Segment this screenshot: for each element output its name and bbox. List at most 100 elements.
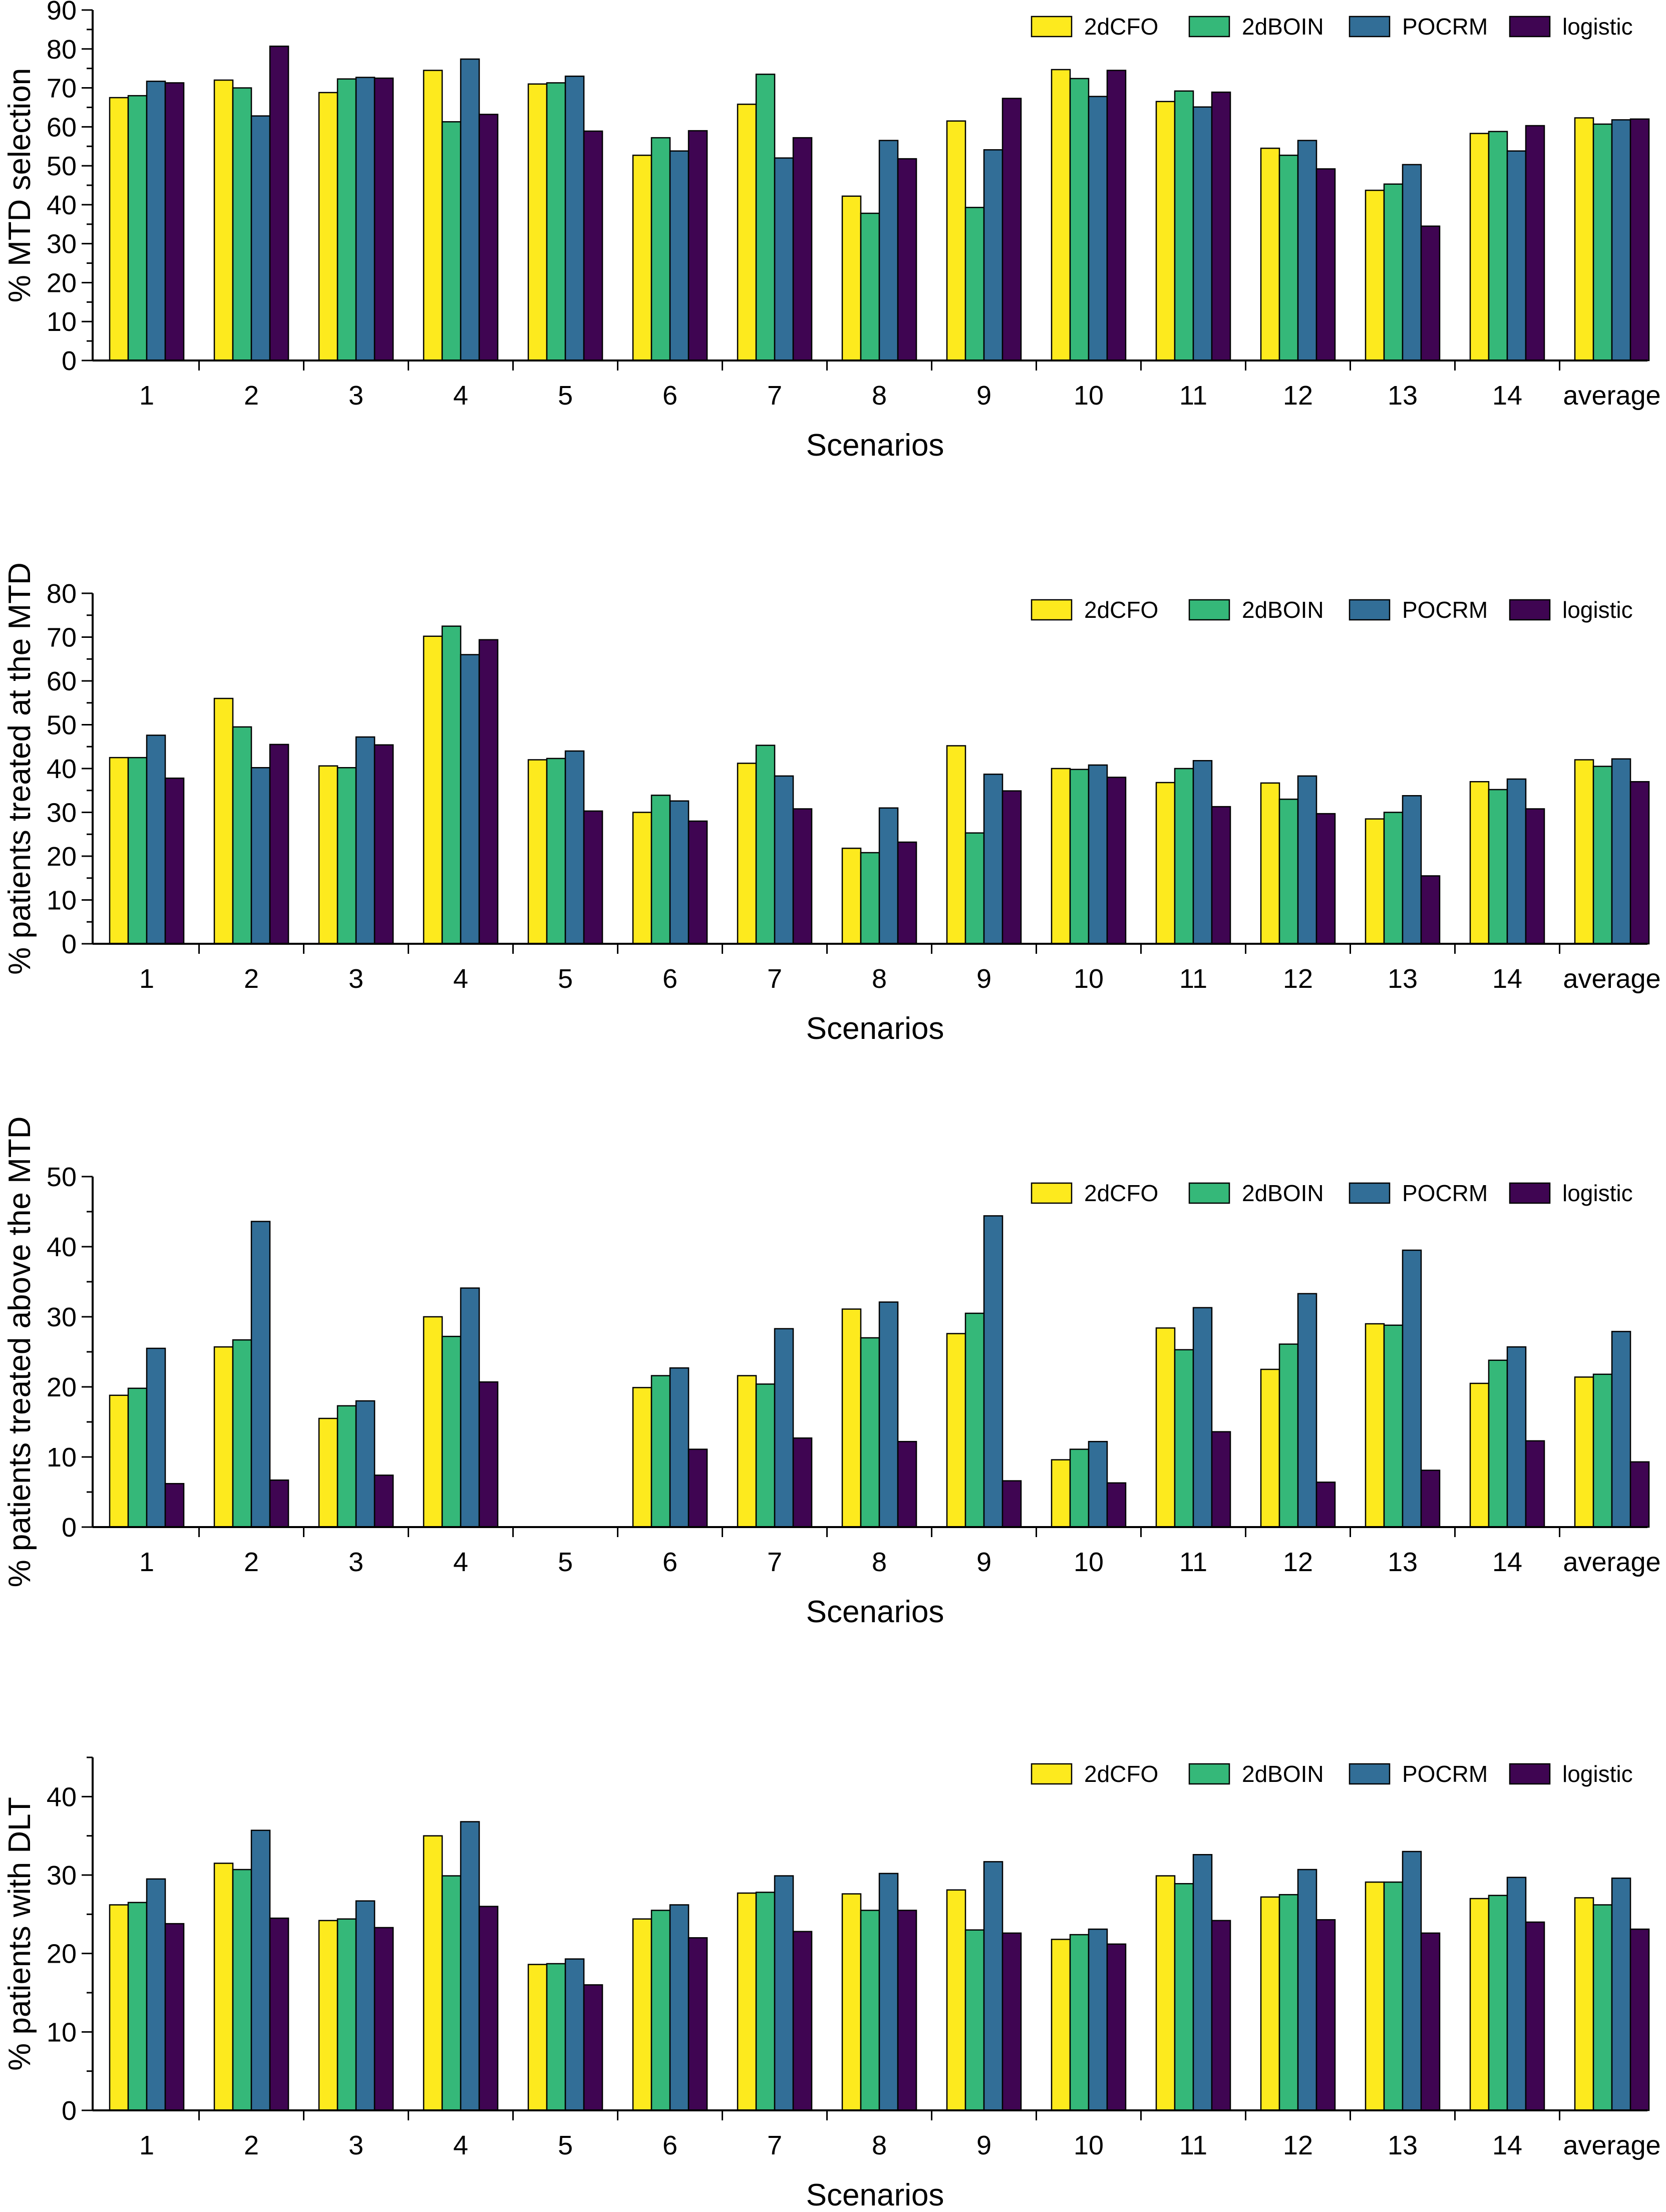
y-tick-label: 40 — [47, 190, 77, 220]
y-tick-label: 40 — [47, 1232, 77, 1262]
x-axis-title: Scenarios — [806, 2178, 944, 2212]
bar-2dBOIN-7 — [755, 74, 776, 361]
legend-label-logistic: logistic — [1562, 597, 1633, 623]
bar-2dCFO-14 — [1469, 1898, 1490, 2111]
bar-logistic-5 — [583, 130, 603, 361]
bar-logistic-2 — [269, 1917, 289, 2111]
y-tick-label: 10 — [47, 2017, 77, 2047]
legend: 2dCFO 2dBOIN POCRM logistic — [1031, 597, 1633, 623]
bar-2dBOIN-1 — [127, 757, 148, 945]
bar-2dCFO-7 — [737, 1375, 757, 1528]
bar-2dBOIN-8 — [860, 1337, 880, 1528]
bar-logistic-14 — [1525, 1440, 1545, 1528]
legend-swatch-2dBOIN — [1188, 1763, 1230, 1785]
bar-2dCFO-8 — [841, 1893, 862, 2111]
legend-label-POCRM: POCRM — [1402, 597, 1488, 623]
bar-POCRM-8 — [878, 1873, 899, 2111]
bar-POCRM-9 — [983, 1861, 1004, 2111]
x-tick-label: 5 — [558, 381, 573, 411]
bar-POCRM-5 — [564, 750, 585, 945]
bar-2dCFO-1 — [109, 757, 129, 945]
bar-2dBOIN-11 — [1174, 1883, 1194, 2111]
x-tick-label: 5 — [558, 964, 573, 994]
bar-POCRM-average — [1611, 119, 1631, 361]
bar-2dCFO-6 — [632, 812, 652, 945]
x-tick-label: 11 — [1179, 381, 1207, 411]
bar-2dBOIN-3 — [337, 78, 357, 361]
bar-POCRM-1 — [146, 1878, 166, 2111]
bar-logistic-3 — [374, 1927, 394, 2111]
x-tick-label: 13 — [1388, 964, 1418, 994]
bar-2dBOIN-average — [1592, 766, 1613, 945]
bar-logistic-7 — [792, 1931, 813, 2111]
bar-logistic-9 — [1002, 1480, 1022, 1528]
y-tick-label: 10 — [47, 1442, 77, 1472]
bar-POCRM-3 — [355, 77, 376, 361]
bar-logistic-3 — [374, 744, 394, 945]
x-tick-label: 13 — [1388, 1547, 1418, 1577]
bar-POCRM-4 — [460, 1287, 480, 1528]
bar-POCRM-8 — [878, 807, 899, 945]
x-tick-label: 9 — [976, 964, 991, 994]
y-tick-label: 0 — [62, 1513, 77, 1543]
bar-logistic-11 — [1211, 1920, 1231, 2111]
bar-2dBOIN-12 — [1278, 154, 1299, 361]
bar-2dBOIN-4 — [441, 121, 462, 361]
bar-POCRM-12 — [1297, 1293, 1317, 1528]
bar-2dBOIN-5 — [546, 758, 566, 945]
y-tick-label: 30 — [47, 1302, 77, 1332]
legend-swatch-2dBOIN — [1188, 16, 1230, 38]
bar-2dCFO-average — [1574, 1376, 1594, 1528]
bar-2dBOIN-3 — [337, 1918, 357, 2111]
bar-2dCFO-11 — [1155, 1875, 1176, 2111]
bar-2dCFO-5 — [527, 83, 548, 361]
x-tick-label: 7 — [767, 2130, 782, 2160]
bar-2dCFO-3 — [318, 92, 339, 361]
y-tick-label: 50 — [47, 151, 77, 181]
bar-logistic-8 — [897, 1910, 917, 2111]
bar-2dCFO-3 — [318, 1417, 339, 1528]
bar-2dCFO-10 — [1051, 69, 1071, 361]
bar-2dCFO-12 — [1260, 1368, 1280, 1528]
bar-2dCFO-6 — [632, 1918, 652, 2111]
bar-POCRM-14 — [1506, 1877, 1527, 2111]
bar-2dCFO-8 — [841, 195, 862, 361]
bar-logistic-7 — [792, 808, 813, 945]
legend-label-2dCFO: 2dCFO — [1084, 597, 1158, 623]
bar-logistic-1 — [164, 82, 185, 361]
legend-label-POCRM: POCRM — [1402, 1180, 1488, 1206]
legend-label-logistic: logistic — [1562, 1761, 1633, 1787]
bar-POCRM-11 — [1192, 760, 1213, 945]
bar-2dCFO-10 — [1051, 768, 1071, 945]
x-tick-label: 12 — [1283, 2130, 1313, 2160]
bar-2dCFO-8 — [841, 848, 862, 945]
y-tick-label: 80 — [47, 35, 77, 65]
bar-POCRM-7 — [774, 775, 794, 945]
bar-2dBOIN-8 — [860, 852, 880, 945]
bar-2dCFO-5 — [527, 1964, 548, 2111]
bar-2dBOIN-9 — [964, 1312, 985, 1528]
bar-2dBOIN-9 — [964, 1929, 985, 2111]
y-tick-label: 70 — [47, 623, 77, 653]
bar-logistic-9 — [1002, 1932, 1022, 2111]
bar-2dBOIN-7 — [755, 1892, 776, 2111]
x-tick-label: 8 — [872, 1547, 887, 1577]
bar-POCRM-1 — [146, 81, 166, 361]
y-tick-label: 20 — [47, 268, 77, 298]
x-tick-label: 10 — [1074, 964, 1104, 994]
bar-logistic-4 — [478, 639, 499, 945]
x-tick-label: average — [1563, 964, 1660, 994]
x-tick-label: 2 — [244, 1547, 259, 1577]
bars-group — [109, 1821, 1650, 2111]
bar-POCRM-13 — [1402, 1851, 1422, 2111]
bar-2dBOIN-12 — [1278, 1894, 1299, 2111]
x-tick-label: 14 — [1492, 1547, 1522, 1577]
bar-2dCFO-9 — [946, 745, 966, 945]
bar-2dCFO-14 — [1469, 1382, 1490, 1528]
bar-POCRM-1 — [146, 1347, 166, 1528]
bar-2dBOIN-3 — [337, 1405, 357, 1528]
x-tick-label: 2 — [244, 2130, 259, 2160]
bar-logistic-6 — [688, 1448, 708, 1528]
